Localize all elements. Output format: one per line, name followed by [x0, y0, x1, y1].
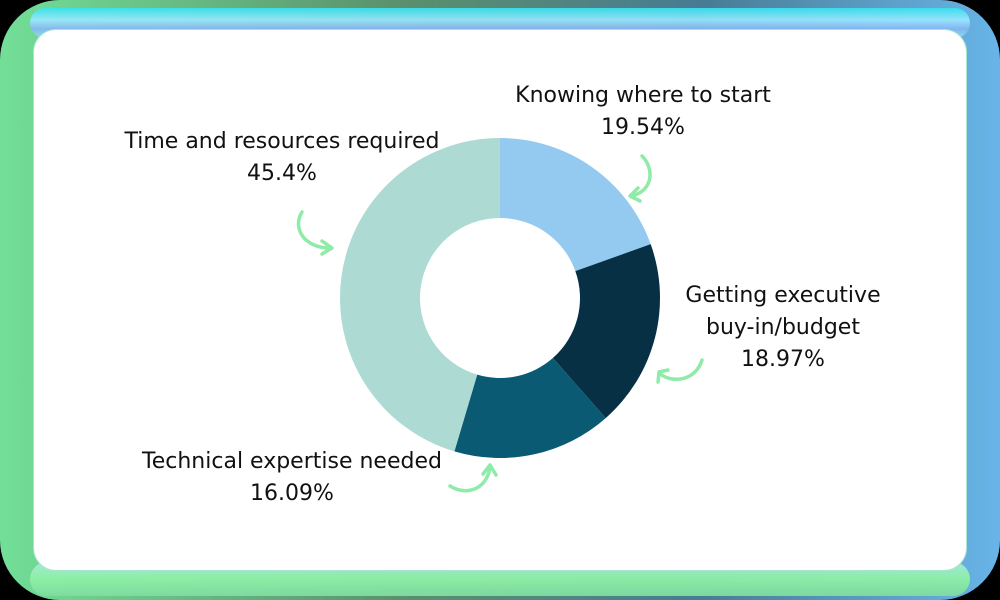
donut-slice-knowing-where-to-start — [500, 138, 651, 272]
label-time-and-resources-required: Time and resources required 45.4% — [124, 126, 439, 190]
label-name: Knowing where to start — [515, 83, 771, 108]
donut-slice-technical-expertise-needed — [454, 358, 606, 458]
label-name-line2: buy-in/budget — [706, 315, 860, 340]
label-name-line1: Getting executive — [685, 283, 881, 308]
label-name: Technical expertise needed — [142, 449, 442, 474]
donut-chart — [339, 138, 660, 458]
arrow-icon-knowing — [628, 154, 652, 203]
arrow-icon-time — [296, 210, 334, 256]
label-value: 45.4% — [247, 161, 317, 186]
donut-slice-getting-executive-buy-in-budget — [552, 244, 660, 419]
label-value: 19.54% — [601, 115, 685, 140]
label-value: 16.09% — [250, 481, 334, 506]
arrow-icon-technical — [448, 463, 498, 493]
label-knowing-where-to-start: Knowing where to start 19.54% — [515, 80, 771, 144]
label-value: 18.97% — [741, 347, 825, 372]
label-getting-executive-buy-in: Getting executive buy-in/budget 18.97% — [685, 280, 880, 376]
donut-slice-time-and-resources-required — [339, 138, 500, 452]
chart-card: Knowing where to start 19.54% Getting ex… — [34, 30, 966, 570]
arrow-icon-executive — [656, 358, 704, 384]
label-name: Time and resources required — [124, 129, 440, 154]
label-technical-expertise-needed: Technical expertise needed 16.09% — [142, 446, 442, 510]
